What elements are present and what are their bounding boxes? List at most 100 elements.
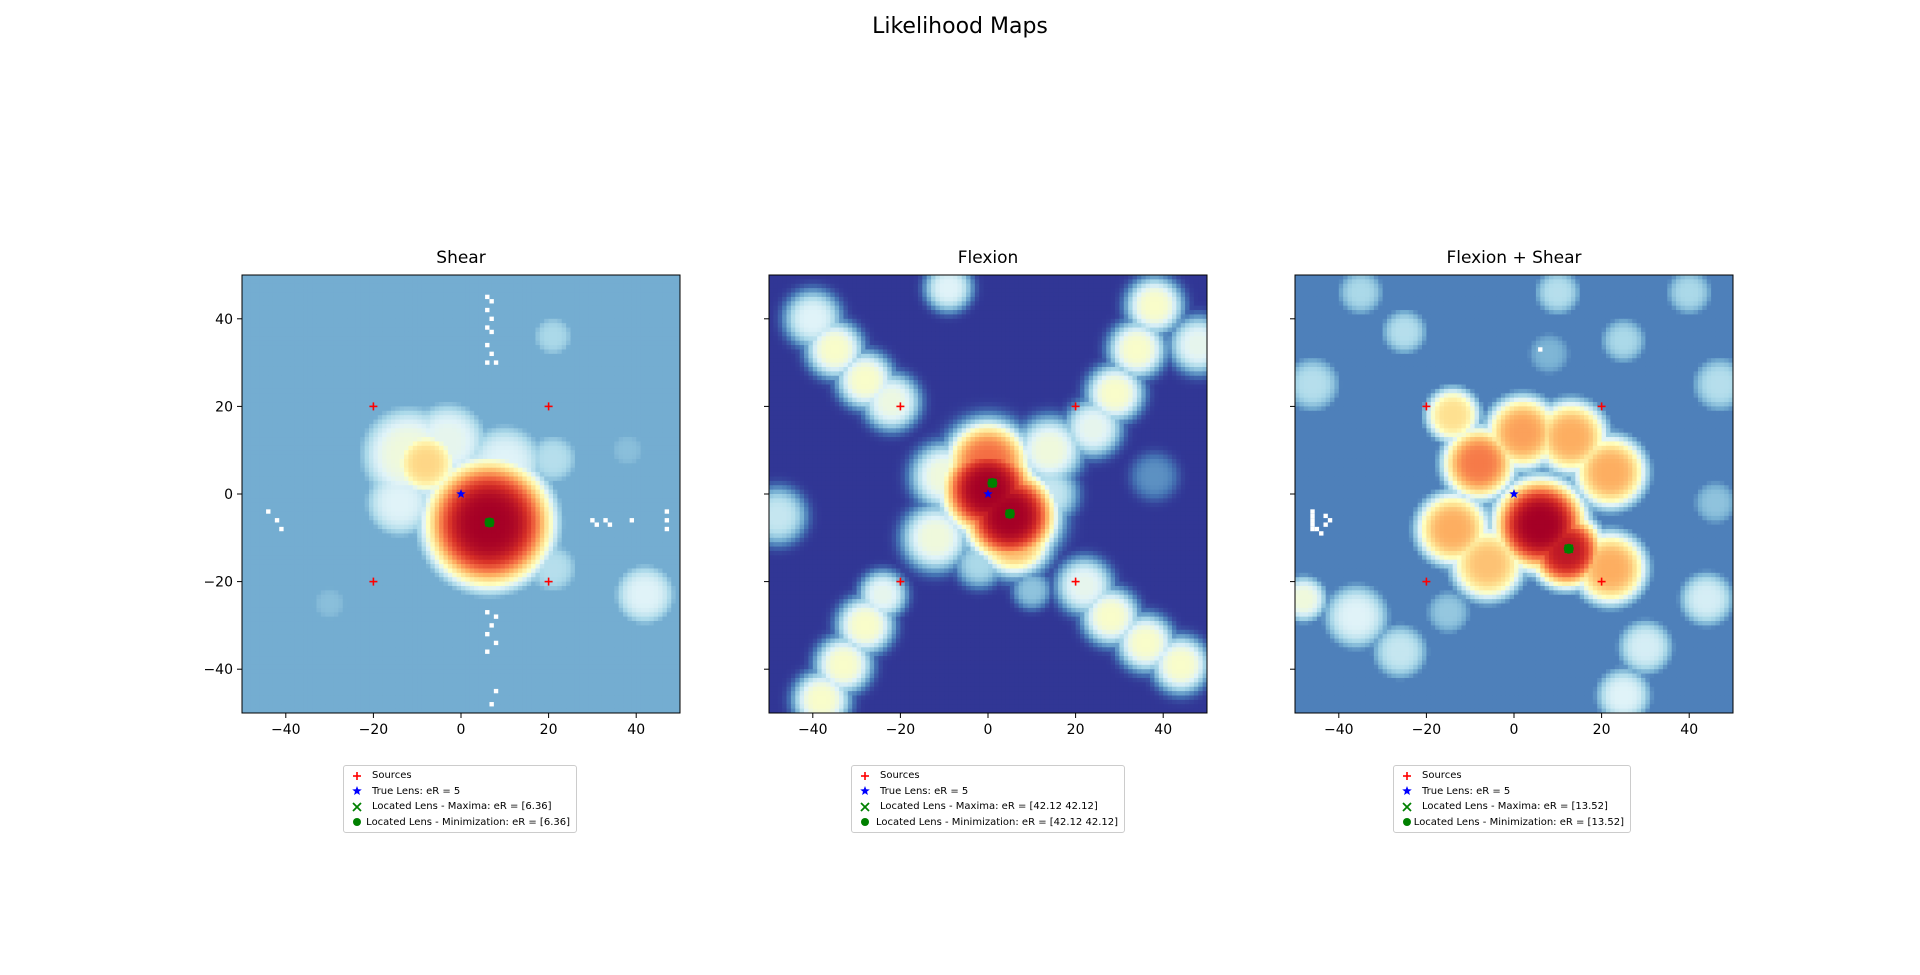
nan-pixel — [485, 342, 490, 348]
legend-item: True Lens: eR = 5 — [858, 784, 1118, 800]
y-tick-label: −20 — [203, 575, 233, 591]
legend-true-lens-marker-glyph — [352, 786, 362, 796]
source-marker — [369, 577, 378, 586]
legend: Sources True Lens: eR = 5 Located Lens - M… — [1393, 765, 1631, 833]
nan-pixel — [1327, 518, 1333, 523]
source-marker — [896, 577, 905, 586]
nan-pixel — [489, 351, 494, 357]
legend-minimization-marker — [1400, 815, 1411, 829]
legend-item: Located Lens - Minimization: eR = [6.36] — [350, 815, 570, 831]
legend-label: Located Lens - Minimization: eR = [42.12… — [876, 815, 1118, 831]
source-marker — [369, 402, 378, 411]
legend-minimization-marker — [858, 815, 869, 829]
true-lens-marker — [983, 489, 993, 499]
legend-sources-marker-glyph — [861, 771, 869, 780]
legend-label: True Lens: eR = 5 — [1422, 784, 1510, 800]
nan-pixel — [629, 518, 635, 523]
legend-label: Located Lens - Maxima: eR = [42.12 42.12… — [880, 799, 1098, 815]
legend-label: Sources — [372, 768, 412, 784]
nan-pixel — [1323, 522, 1328, 527]
x-tick-label: −20 — [359, 722, 389, 738]
y-tick-label: −40 — [203, 662, 233, 678]
x-tick-label: 40 — [1154, 722, 1172, 738]
legend-maxima-marker — [858, 800, 872, 814]
nan-pixel — [603, 518, 608, 523]
nan-pixel — [489, 299, 494, 304]
legend-true-lens-marker — [858, 784, 872, 798]
legend-label: True Lens: eR = 5 — [372, 784, 460, 800]
nan-pixel — [485, 307, 490, 313]
legend-item: Located Lens - Maxima: eR = [42.12 42.12… — [858, 799, 1118, 815]
x-tick-label: −40 — [798, 722, 828, 738]
x-tick-label: −40 — [271, 722, 301, 738]
panel-title: Flexion + Shear — [1295, 248, 1733, 268]
true-lens-marker — [1509, 489, 1519, 499]
x-tick-label: −20 — [1412, 722, 1442, 738]
legend-item: Sources — [1400, 768, 1624, 784]
nan-pixel — [664, 509, 670, 514]
nan-pixel — [485, 649, 490, 654]
nan-pixel — [489, 623, 494, 628]
heatmap-panel: −40 −20 0 20 40 — [764, 274, 1208, 738]
source-marker — [1071, 577, 1080, 586]
nan-pixel — [590, 518, 595, 523]
located-minimization-marker — [1004, 508, 1015, 519]
nan-pixel — [493, 640, 499, 646]
legend-true-lens-marker — [1400, 784, 1414, 798]
nan-pixel — [1319, 531, 1324, 536]
located-minimization-marker — [1563, 543, 1574, 554]
nan-pixel — [485, 631, 490, 637]
legend-true-lens-marker-glyph — [860, 786, 870, 796]
x-tick-label: 20 — [1593, 722, 1611, 738]
heatmap-image — [242, 275, 680, 713]
x-tick-label: 40 — [1680, 722, 1698, 738]
nan-pixel — [1310, 513, 1315, 519]
legend-label: Located Lens - Minimization: eR = [6.36] — [366, 815, 570, 831]
nan-pixel — [489, 316, 494, 321]
source-marker — [896, 402, 905, 411]
legend-item: Located Lens - Maxima: eR = [6.36] — [350, 799, 570, 815]
nan-pixel — [607, 522, 613, 527]
legend-item: Sources — [350, 768, 570, 784]
nan-pixel — [274, 518, 280, 523]
source-marker — [1597, 577, 1606, 586]
heatmap-image — [1295, 275, 1733, 713]
legend-maxima-marker-glyph — [1402, 802, 1412, 812]
legend-maxima-marker-glyph — [352, 802, 362, 812]
legend-sources-marker — [858, 769, 872, 783]
legend: Sources True Lens: eR = 5 Located Lens - M… — [343, 765, 577, 833]
nan-pixel — [1310, 518, 1315, 523]
x-tick-label: −20 — [886, 722, 916, 738]
source-marker — [1597, 402, 1606, 411]
legend-item: Located Lens - Maxima: eR = [13.52] — [1400, 799, 1624, 815]
legend-minimization-marker-glyph — [861, 818, 869, 827]
panel-title: Shear — [242, 248, 680, 268]
x-tick-label: 0 — [457, 722, 466, 738]
legend-minimization-marker-glyph — [353, 818, 361, 827]
legend-label: True Lens: eR = 5 — [880, 784, 968, 800]
source-marker — [1071, 402, 1080, 411]
nan-pixel — [489, 329, 494, 335]
legend-minimization-marker — [350, 815, 361, 829]
x-tick-label: −40 — [1324, 722, 1354, 738]
heatmap-panel: −40 −20 0 20 40 — [1290, 274, 1734, 738]
nan-pixel — [1538, 347, 1543, 352]
nan-pixel — [279, 526, 284, 532]
legend-item: True Lens: eR = 5 — [350, 784, 570, 800]
located-minimization-marker — [987, 478, 998, 489]
nan-pixel — [664, 518, 670, 523]
legend-minimization-marker-glyph — [1403, 818, 1411, 827]
y-tick-label: 40 — [215, 312, 233, 328]
nan-pixel — [485, 610, 490, 615]
nan-pixel — [493, 614, 499, 619]
nan-pixel — [489, 702, 494, 707]
nan-pixel — [1323, 513, 1328, 519]
y-tick-label: 0 — [224, 487, 233, 503]
legend-sources-marker — [1400, 769, 1414, 783]
legend-label: Located Lens - Minimization: eR = [13.52… — [1414, 815, 1624, 831]
legend-true-lens-marker-glyph — [1402, 786, 1412, 796]
legend-label: Located Lens - Maxima: eR = [6.36] — [372, 799, 552, 815]
legend-sources-marker — [350, 769, 364, 783]
x-tick-label: 0 — [984, 722, 993, 738]
